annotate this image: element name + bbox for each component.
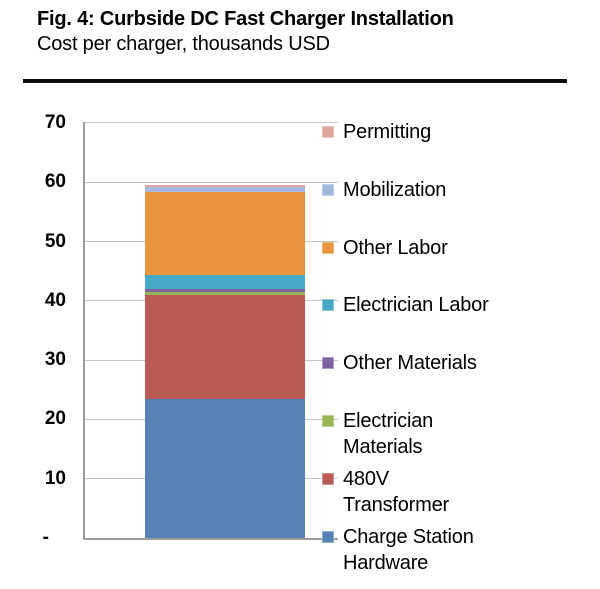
bar-segment-other-materials xyxy=(145,288,305,292)
title-rule xyxy=(23,79,567,83)
legend-swatch-electrician-labor xyxy=(322,299,334,312)
bar-segment-mobilization xyxy=(145,186,305,193)
legend-label-electrician-labor: Electrician Labor xyxy=(343,294,489,317)
legend-label-other-materials: Other Materials xyxy=(343,352,477,375)
bar-segment-other-labor xyxy=(145,192,305,275)
y-tick-label-60: 60 xyxy=(44,171,66,193)
legend-swatch-other-labor xyxy=(322,241,334,254)
bar-segment-electrician-labor xyxy=(145,274,305,289)
legend-swatch-mobilization xyxy=(322,183,334,196)
legend-item-other-labor: Other Labor xyxy=(322,235,558,261)
legend-label-electrician-materials: Electrician Materials xyxy=(343,410,434,458)
legend-item-electrician-materials: Electrician Materials xyxy=(322,408,558,460)
y-tick-label-50: 50 xyxy=(44,230,66,252)
y-tick-label-20: 20 xyxy=(44,408,66,430)
bar-segment-electrician-materials xyxy=(145,291,305,295)
legend-item-480v-transformer: 480V Transformer xyxy=(322,466,558,518)
legend-label-other-labor: Other Labor xyxy=(343,236,448,259)
y-tick-label-70: 70 xyxy=(44,111,66,133)
figure-title: Fig. 4: Curbside DC Fast Charger Install… xyxy=(37,8,454,30)
bar-segment-permitting xyxy=(145,185,305,187)
y-axis xyxy=(83,121,85,539)
legend-swatch-electrician-materials xyxy=(322,415,334,427)
legend-item-other-materials: Other Materials xyxy=(322,350,558,376)
bar-segment-480v-transformer xyxy=(145,294,305,400)
legend-item-charge-station-hardware: Charge Station Hardware xyxy=(322,524,558,576)
gridline-60 xyxy=(84,181,338,183)
legend-swatch-other-materials xyxy=(322,357,334,370)
legend-swatch-480v-transformer xyxy=(322,472,334,485)
legend-label-permitting: Permitting xyxy=(343,121,432,143)
bar-segment-charge-station-hardware xyxy=(145,399,305,538)
legend-label-charge-station-hardware: Charge Station Hardware xyxy=(343,525,474,574)
legend-swatch-permitting xyxy=(322,126,334,138)
y-tick-label-30: 30 xyxy=(44,349,66,371)
y-tick-label-10: 10 xyxy=(44,467,66,489)
y-tick-label-0: - xyxy=(42,527,49,548)
figure-subtitle: Cost per charger, thousands USD xyxy=(37,33,330,55)
legend-item-permitting: Permitting xyxy=(322,119,558,145)
x-axis xyxy=(83,538,338,540)
legend-item-electrician-labor: Electrician Labor xyxy=(322,292,558,318)
legend-label-480v-transformer: 480V Transformer xyxy=(343,467,449,516)
gridline-70 xyxy=(84,122,338,124)
y-tick-label-40: 40 xyxy=(44,289,66,311)
legend-swatch-charge-station-hardware xyxy=(322,530,334,543)
legend-item-mobilization: Mobilization xyxy=(322,177,558,203)
legend-label-mobilization: Mobilization xyxy=(343,178,447,201)
